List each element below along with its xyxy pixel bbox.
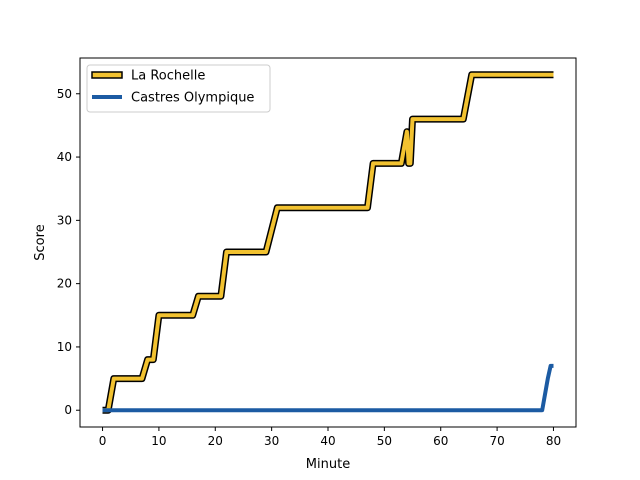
legend: La Rochelle Castres Olympique [86, 64, 271, 113]
x-tick-label-20: 20 [208, 434, 223, 448]
legend-label-la-rochelle: La Rochelle [131, 69, 205, 84]
plot-area [102, 71, 554, 414]
y-tick-label-40: 40 [57, 150, 72, 164]
y-axis: 0 10 20 30 40 50 [57, 87, 80, 417]
x-tick-label-40: 40 [320, 434, 335, 448]
x-tick-label-60: 60 [433, 434, 448, 448]
y-axis-label: Score [33, 224, 48, 260]
x-tick-label-50: 50 [377, 434, 392, 448]
y-tick-label-30: 30 [57, 213, 72, 227]
series-line-castres-olympique [102, 363, 554, 413]
legend-label-castres-olympique: Castres Olympique [131, 91, 254, 106]
x-tick-label-80: 80 [546, 434, 561, 448]
x-axis: 0 10 20 30 40 50 60 70 80 [99, 427, 561, 448]
y-tick-label-20: 20 [57, 277, 72, 291]
y-tick-label-10: 10 [57, 340, 72, 354]
x-tick-label-70: 70 [489, 434, 504, 448]
x-axis-label: Minute [306, 457, 350, 472]
x-tick-label-30: 30 [264, 434, 279, 448]
x-tick-label-0: 0 [99, 434, 107, 448]
x-tick-label-10: 10 [151, 434, 166, 448]
y-tick-label-50: 50 [57, 87, 72, 101]
legend-swatch-la-rochelle [91, 71, 123, 79]
series-outline-la-rochelle [102, 71, 554, 414]
legend-box [86, 64, 271, 113]
axes-frame [79, 57, 577, 428]
series-line-la-rochelle [102, 72, 554, 413]
y-tick-label-0: 0 [64, 403, 72, 417]
